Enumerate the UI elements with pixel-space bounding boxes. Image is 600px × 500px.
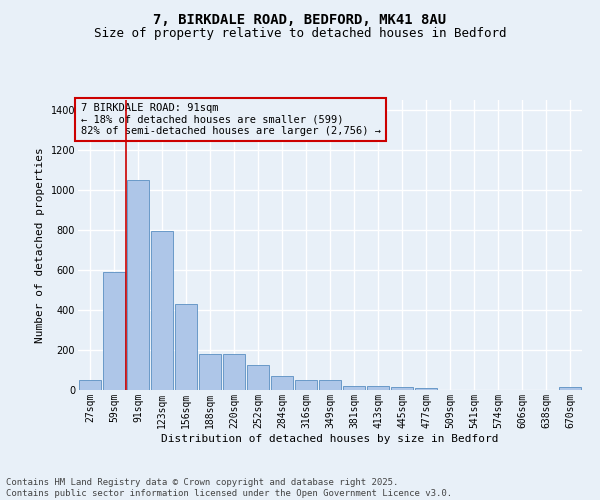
Bar	[223, 354, 245, 390]
Bar	[415, 388, 437, 390]
Bar	[127, 180, 149, 390]
Text: 7 BIRKDALE ROAD: 91sqm
← 18% of detached houses are smaller (599)
82% of semi-de: 7 BIRKDALE ROAD: 91sqm ← 18% of detached…	[80, 103, 380, 136]
Bar	[391, 387, 413, 390]
Text: 7, BIRKDALE ROAD, BEDFORD, MK41 8AU: 7, BIRKDALE ROAD, BEDFORD, MK41 8AU	[154, 12, 446, 26]
Bar	[79, 380, 101, 390]
Bar	[103, 272, 125, 390]
Bar	[319, 380, 341, 390]
X-axis label: Distribution of detached houses by size in Bedford: Distribution of detached houses by size …	[161, 434, 499, 444]
Bar	[367, 386, 389, 390]
Bar	[343, 386, 365, 390]
Text: Contains HM Land Registry data © Crown copyright and database right 2025.
Contai: Contains HM Land Registry data © Crown c…	[6, 478, 452, 498]
Bar	[199, 354, 221, 390]
Y-axis label: Number of detached properties: Number of detached properties	[35, 147, 45, 343]
Bar	[271, 376, 293, 390]
Bar	[295, 380, 317, 390]
Bar	[559, 388, 581, 390]
Bar	[151, 232, 173, 390]
Bar	[247, 364, 269, 390]
Text: Size of property relative to detached houses in Bedford: Size of property relative to detached ho…	[94, 28, 506, 40]
Bar	[175, 304, 197, 390]
